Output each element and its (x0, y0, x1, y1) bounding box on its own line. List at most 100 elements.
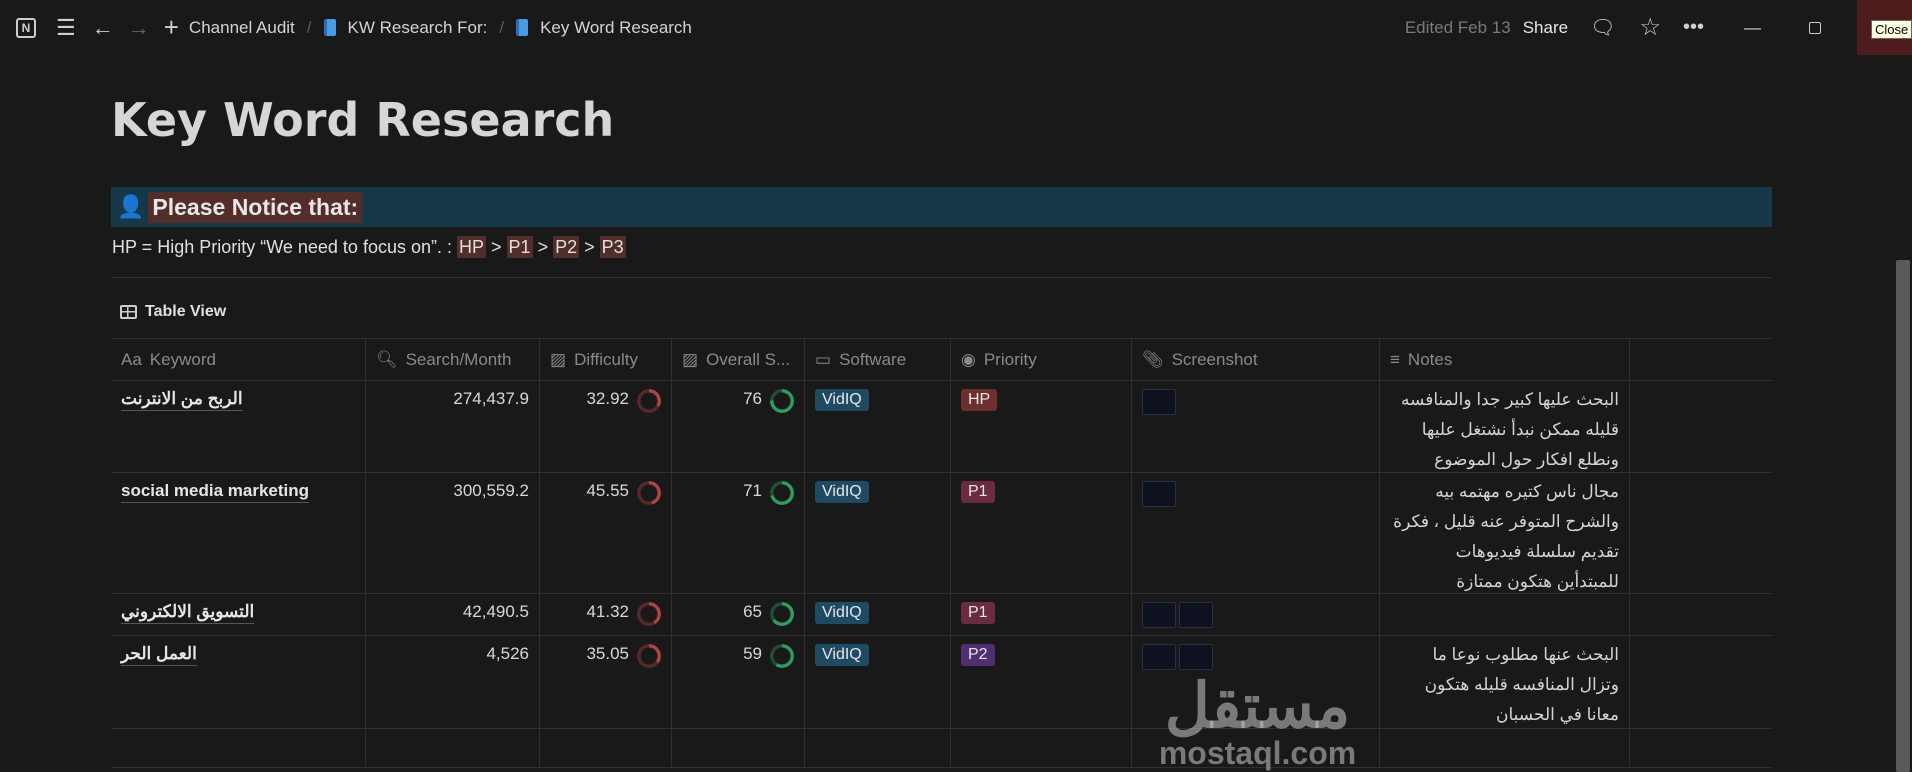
notes-cell[interactable]: البحث عنها مطلوب نوعا ما وتزال المنافسه … (1380, 636, 1630, 728)
screenshot-cell[interactable] (1132, 594, 1380, 635)
priority-tag: P1 (961, 481, 995, 503)
software-cell[interactable]: VidIQ (805, 473, 951, 593)
difficulty-cell[interactable]: 35.05 (540, 636, 672, 728)
priority-cell[interactable]: P2 (951, 636, 1132, 728)
notes-cell[interactable]: مجال ناس كتيره مهتمه بيه والشرح المتوفر … (1380, 473, 1630, 593)
software-tag: VidIQ (815, 644, 869, 666)
search-cell[interactable]: 300,559.2 (366, 473, 540, 593)
legend-tag: P3 (599, 236, 626, 258)
minimize-icon[interactable]: — (1744, 17, 1761, 37)
keyword[interactable]: الربح من الانترنت (121, 389, 243, 411)
software-cell[interactable]: VidIQ (805, 381, 951, 472)
progress-ring (770, 481, 794, 505)
column-label: Search/Month (405, 349, 512, 369)
screenshot-thumbnail[interactable] (1179, 644, 1213, 670)
notes-cell[interactable]: البحث عليها كبير جدا والمنافسه قليله ممك… (1380, 381, 1630, 472)
software-tag: VidIQ (815, 481, 869, 503)
difficulty-value: 45.55 (586, 481, 629, 500)
screenshot-cell[interactable] (1132, 636, 1380, 728)
column-header-difficulty[interactable]: ▨ Difficulty (540, 339, 672, 380)
table-row[interactable]: الربح من الانترنت 274,437.9 32.92 76 Vid… (111, 380, 1772, 473)
difficulty-cell[interactable]: 45.55 (540, 473, 672, 593)
keyword[interactable]: social media marketing (121, 481, 310, 503)
difficulty-cell[interactable]: 32.92 (540, 381, 672, 472)
notes-text: البحث عنها مطلوب نوعا ما وتزال المنافسه … (1424, 645, 1619, 724)
keyword[interactable]: العمل الحر (121, 644, 197, 666)
notes-text: مجال ناس كتيره مهتمه بيه والشرح المتوفر … (1393, 482, 1619, 591)
table-row[interactable]: التسويق الالكتروني 42,490.5 41.32 65 Vid… (111, 593, 1772, 636)
overall-cell[interactable]: 71 (672, 473, 805, 593)
screenshot-thumbnail[interactable] (1142, 389, 1176, 415)
difficulty-cell[interactable]: 41.32 (540, 594, 672, 635)
restore-icon[interactable] (1809, 21, 1821, 34)
search-cell[interactable]: 42,490.5 (366, 594, 540, 635)
menu-icon[interactable]: ☰ (56, 14, 76, 40)
share-button[interactable]: Share (1522, 17, 1569, 37)
keyword-cell[interactable]: social media marketing (111, 473, 366, 593)
back-arrow-icon[interactable]: ← (91, 14, 114, 40)
close-button[interactable]: Close (1857, 0, 1912, 55)
legend-sep: > (579, 237, 600, 257)
priority-cell[interactable]: HP (951, 381, 1132, 472)
search-volume: 42,490.5 (462, 602, 529, 621)
keyword-cell[interactable]: العمل الحر (111, 636, 366, 728)
callout-text: Please Notice that: (148, 191, 363, 223)
new-page-plus-icon[interactable]: + (163, 12, 179, 42)
search-cell[interactable]: 274,437.9 (366, 381, 540, 472)
screenshot-thumbnail[interactable] (1142, 481, 1176, 507)
forward-arrow-icon[interactable]: → (127, 14, 150, 40)
keyword[interactable]: التسويق الالكتروني (121, 602, 255, 624)
watermark-arabic: مستقل (1164, 672, 1351, 741)
notes-cell[interactable] (1380, 594, 1630, 635)
software-cell[interactable]: VidIQ (805, 636, 951, 728)
screenshot-cell[interactable] (1132, 381, 1380, 472)
priority-tag: P2 (961, 644, 995, 666)
search-icon: 🔍︎ (376, 349, 398, 369)
table-row[interactable]: social media marketing 300,559.2 45.55 7… (111, 472, 1772, 594)
overall-value: 59 (743, 644, 762, 663)
empty-cell (1630, 381, 1772, 472)
column-header-priority[interactable]: ◉ Priority (951, 339, 1132, 380)
notes-text: البحث عليها كبير جدا والمنافسه قليله ممك… (1400, 390, 1619, 469)
table-view-tab[interactable]: Table View (120, 303, 226, 321)
progress-ring (770, 644, 794, 668)
overall-cell[interactable]: 65 (672, 594, 805, 635)
breadcrumb-channel-audit[interactable]: Channel Audit (188, 17, 295, 37)
priority-cell[interactable]: P1 (951, 473, 1132, 593)
column-header-keyword[interactable]: Aa Keyword (111, 339, 366, 380)
column-header-search[interactable]: 🔍︎ Search/Month (366, 339, 540, 380)
column-header-overall[interactable]: ▨ Overall S... (672, 339, 805, 380)
screenshot-thumbnail[interactable] (1142, 644, 1176, 670)
column-header-notes[interactable]: ≡ Notes (1380, 339, 1630, 380)
screenshot-thumbnail[interactable] (1142, 602, 1176, 628)
overall-cell[interactable]: 76 (672, 381, 805, 472)
legend-sep: > (486, 237, 507, 257)
table-icon (120, 305, 137, 319)
progress-ring (637, 481, 661, 505)
comment-icon[interactable]: 🗨 (1590, 17, 1616, 39)
more-icon[interactable]: ••• (1682, 16, 1704, 38)
scrollbar[interactable] (1896, 260, 1910, 772)
breadcrumb-key-word-research[interactable]: Key Word Research (540, 17, 692, 37)
screenshot-cell[interactable] (1132, 473, 1380, 593)
window-icon: ▭ (815, 349, 832, 369)
keyword-cell[interactable]: التسويق الالكتروني (111, 594, 366, 635)
notion-logo-icon[interactable]: N (16, 17, 36, 38)
breadcrumb-kw-research[interactable]: KW Research For: (347, 17, 488, 37)
overall-cell[interactable]: 59 (672, 636, 805, 728)
screenshot-thumbnail[interactable] (1179, 602, 1213, 628)
search-cell[interactable]: 4,526 (366, 636, 540, 728)
keyword-table: Aa Keyword 🔍︎ Search/Month ▨ Difficulty ▨ Ov… (111, 338, 1772, 768)
search-volume: 274,437.9 (453, 389, 529, 408)
table-row[interactable]: العمل الحر 4,526 35.05 59 VidIQ P2 البحث… (111, 635, 1772, 729)
column-header-software[interactable]: ▭ Software (805, 339, 951, 380)
person-icon: 👤 (117, 194, 145, 219)
software-cell[interactable]: VidIQ (805, 594, 951, 635)
table-view-label: Table View (145, 303, 227, 320)
keyword-cell[interactable]: الربح من الانترنت (111, 381, 366, 472)
priority-cell[interactable]: P1 (951, 594, 1132, 635)
column-header-screenshot[interactable]: 📎︎ Screenshot (1132, 339, 1380, 380)
progress-ring (637, 602, 661, 626)
empty-cell (1630, 594, 1772, 635)
star-icon[interactable]: ☆ (1639, 14, 1661, 41)
